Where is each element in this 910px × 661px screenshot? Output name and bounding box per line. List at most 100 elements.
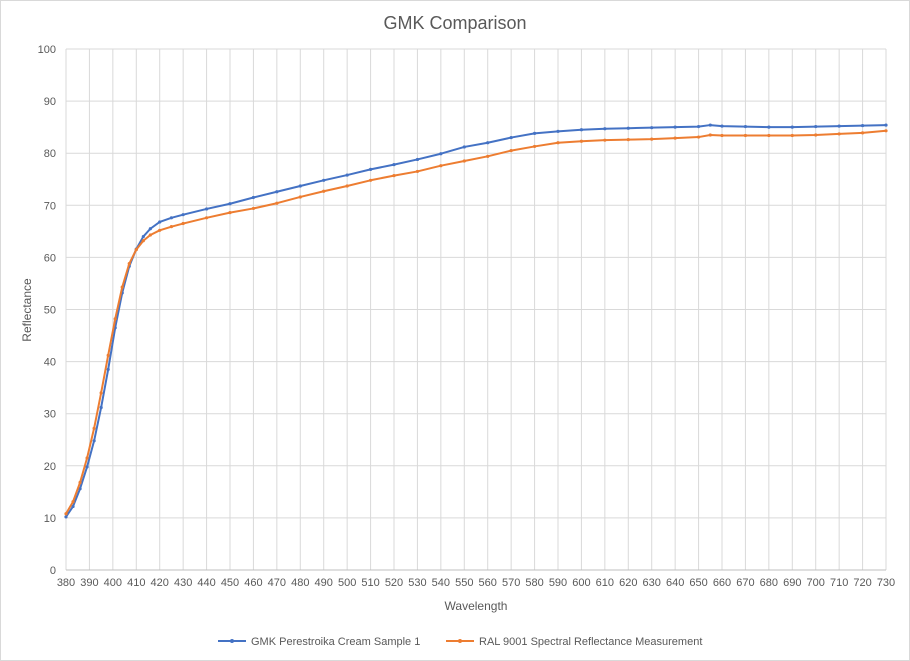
data-point: [158, 228, 162, 232]
legend-marker: [230, 639, 234, 643]
data-point: [486, 141, 490, 145]
data-point: [814, 133, 818, 137]
legend-label: RAL 9001 Spectral Reflectance Measuremen…: [479, 636, 702, 648]
x-tick-label: 400: [104, 577, 122, 589]
data-point: [708, 133, 712, 137]
data-point: [322, 189, 326, 193]
y-tick-label: 50: [44, 305, 56, 317]
data-point: [650, 137, 654, 141]
x-tick-label: 720: [853, 577, 871, 589]
x-tick-label: 640: [666, 577, 684, 589]
data-point: [486, 154, 490, 158]
chart-title: GMK Comparison: [383, 13, 526, 33]
x-tick-label: 690: [783, 577, 801, 589]
data-point: [228, 210, 232, 215]
data-point: [462, 159, 466, 163]
x-tick-label: 730: [877, 577, 895, 589]
series-2: [64, 129, 888, 516]
x-tick-label: 580: [525, 577, 543, 589]
y-tick-label: 10: [44, 513, 56, 525]
data-point: [708, 123, 712, 127]
data-point: [71, 500, 75, 504]
x-tick-label: 470: [268, 577, 286, 589]
data-point: [509, 148, 513, 153]
data-point: [860, 123, 865, 128]
x-tick-label: 680: [760, 577, 778, 589]
series-1: [64, 123, 888, 519]
data-point: [884, 123, 888, 127]
x-tick-label: 630: [643, 577, 661, 589]
data-point: [532, 144, 537, 149]
x-tick-label: 560: [479, 577, 497, 589]
data-point: [99, 391, 103, 395]
x-tick-label: 430: [174, 577, 192, 589]
data-point: [837, 124, 841, 128]
data-point: [85, 456, 89, 460]
x-tick-label: 390: [80, 577, 98, 589]
data-point: [767, 133, 771, 138]
data-point: [556, 141, 560, 145]
data-point: [251, 195, 256, 200]
data-point: [579, 139, 584, 143]
data-point: [767, 125, 771, 129]
data-point: [368, 178, 373, 182]
data-point: [113, 317, 117, 321]
x-tick-label: 490: [315, 577, 333, 589]
data-point: [322, 178, 326, 182]
data-point: [439, 164, 443, 168]
data-point: [204, 216, 209, 220]
data-point: [509, 135, 513, 140]
legend-marker: [458, 639, 462, 643]
data-point: [579, 128, 584, 132]
data-point: [158, 220, 162, 224]
x-tick-label: 670: [736, 577, 754, 589]
y-tick-label: 90: [44, 96, 56, 108]
data-point: [134, 247, 138, 252]
data-point: [650, 126, 654, 130]
data-point: [720, 133, 724, 138]
y-tick-label: 40: [44, 357, 56, 369]
data-point: [71, 504, 75, 509]
x-tick-label: 510: [361, 577, 379, 589]
data-point: [106, 367, 110, 372]
x-tick-label: 570: [502, 577, 520, 589]
y-tick-label: 100: [38, 44, 56, 56]
x-tick-label: 480: [291, 577, 309, 589]
x-tick-label: 590: [549, 577, 567, 589]
y-tick-label: 20: [44, 461, 56, 473]
data-point: [148, 233, 152, 237]
data-point: [275, 190, 279, 194]
data-point: [556, 129, 560, 133]
data-point: [626, 138, 630, 142]
x-tick-label: 610: [596, 577, 614, 589]
x-tick-label: 520: [385, 577, 403, 589]
x-tick-label: 420: [151, 577, 169, 589]
x-tick-label: 620: [619, 577, 637, 589]
data-point: [64, 512, 68, 516]
x-tick-label: 530: [408, 577, 426, 589]
data-point: [78, 487, 82, 491]
data-point: [673, 125, 677, 129]
x-tick-label: 460: [244, 577, 262, 589]
data-point: [603, 138, 607, 142]
data-point: [696, 125, 701, 129]
data-point: [603, 127, 607, 131]
x-tick-label: 700: [807, 577, 825, 589]
x-tick-label: 440: [197, 577, 215, 589]
x-tick-label: 380: [57, 577, 75, 589]
data-point: [392, 163, 396, 167]
legend-item: GMK Perestroika Cream Sample 1: [218, 636, 420, 648]
x-tick-label: 650: [689, 577, 707, 589]
data-point: [345, 173, 349, 177]
data-point: [415, 157, 420, 162]
data-point: [99, 405, 103, 410]
data-point: [298, 195, 302, 199]
data-point: [368, 167, 373, 171]
data-point: [141, 234, 145, 239]
data-point: [298, 184, 302, 188]
data-point: [120, 285, 124, 289]
data-point: [392, 174, 396, 178]
data-point: [626, 126, 630, 130]
